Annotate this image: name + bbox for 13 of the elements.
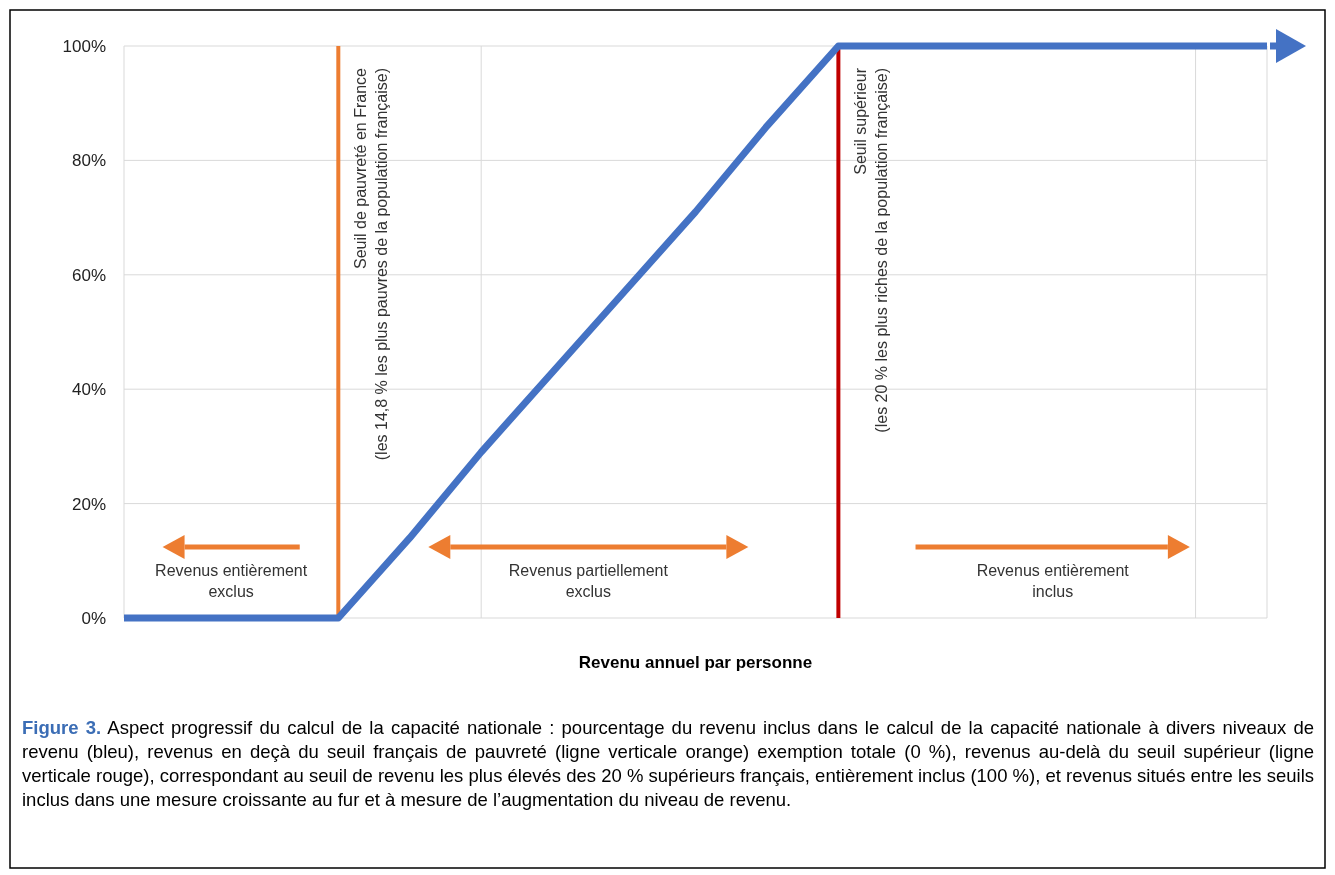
y-tick-label: 0%: [81, 608, 106, 628]
y-tick-label: 40%: [71, 380, 106, 400]
caption: Figure 3.: [22, 717, 102, 738]
y-tick-label: 100%: [62, 36, 106, 56]
annotation: Revenus entièrement inclus: [976, 562, 1130, 600]
y-tick-label: 80%: [71, 151, 106, 171]
annotation: Seuil supérieur (les 20 % les plus riches de la population française): [852, 67, 891, 433]
annotation: Revenus entièrement exclus: [155, 562, 308, 600]
y-tick-label: 20%: [71, 494, 106, 514]
y-tick-label: 60%: [71, 265, 106, 285]
annotation: Revenus partiellement exclus: [508, 562, 669, 600]
x-axis-title: Revenu annuel par personne: [578, 653, 813, 672]
annotation: Seuil de pauvreté en France (les 14,8 % les plus pauvres de la population française): [352, 67, 391, 461]
